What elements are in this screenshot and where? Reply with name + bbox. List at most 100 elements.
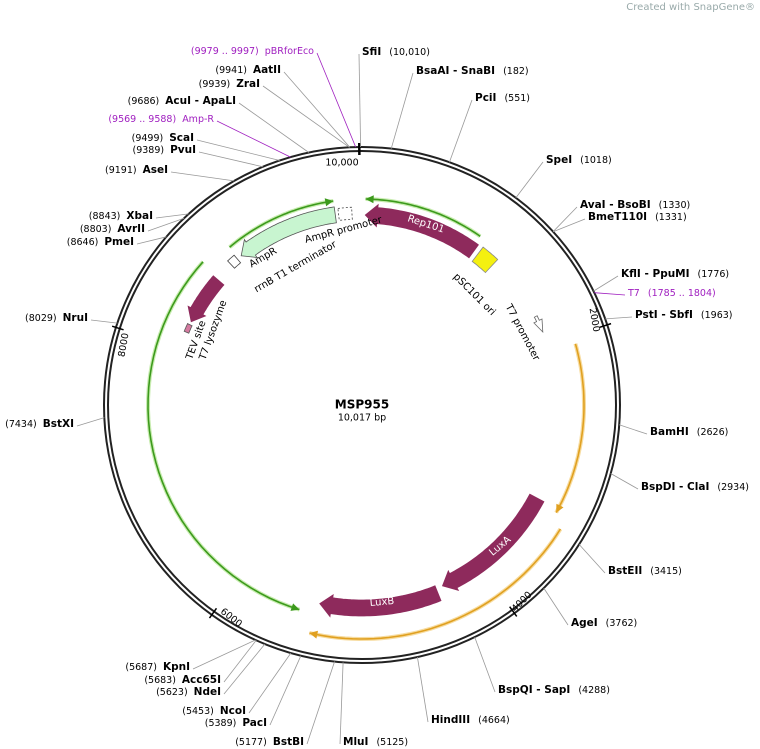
site-leader xyxy=(196,139,280,161)
site-label: (5177) BstBI xyxy=(235,736,304,748)
site-position: (5177) xyxy=(235,737,267,748)
site-position: (9389) xyxy=(132,145,164,156)
site-position: (2934) xyxy=(717,482,749,493)
site-position: (1330) xyxy=(659,200,691,211)
site-leader xyxy=(449,99,473,163)
site-name: Amp-R xyxy=(182,114,214,125)
site-name: SfiI xyxy=(362,46,381,58)
site-leader xyxy=(552,218,586,233)
site-leader xyxy=(198,151,263,168)
ruler-label: 2000 xyxy=(586,307,601,333)
site-position: (8843) xyxy=(89,211,121,222)
site-position: (7434) xyxy=(5,419,37,430)
site-name: BstXI xyxy=(43,418,74,430)
site-name: AgeI xyxy=(571,617,598,629)
site-leader xyxy=(90,319,118,324)
orange-arc xyxy=(309,528,562,640)
site-position: (5125) xyxy=(376,737,408,748)
site-name: HindIII xyxy=(431,714,470,726)
site-label: (5683) Acc65I xyxy=(144,674,221,686)
site-leader xyxy=(248,652,292,714)
site-leader xyxy=(192,639,256,670)
site-name: PciI xyxy=(475,92,496,104)
site-leader xyxy=(216,120,291,158)
site-name: PstI - SbfI xyxy=(635,309,693,321)
ampR-arrow xyxy=(240,206,337,258)
site-leader xyxy=(594,292,626,296)
site-name: T7 xyxy=(627,288,640,299)
site-leader xyxy=(170,171,235,182)
site-label: MluI (5125) xyxy=(343,736,408,748)
site-label: PstI - SbfI (1963) xyxy=(635,309,733,321)
site-position: (1963) xyxy=(701,310,733,321)
site-label: BsaAI - SnaBI (182) xyxy=(416,65,529,77)
site-name: BstEII xyxy=(608,565,642,577)
site-leader xyxy=(223,640,257,683)
site-label: (9979 .. 9997) pBRforEco xyxy=(191,46,314,57)
site-position: (5683) xyxy=(144,675,176,686)
ruler-label: 10,000 xyxy=(325,158,358,169)
luxB-arrow xyxy=(319,585,442,618)
site-leader xyxy=(358,53,361,148)
site-name: AvrII xyxy=(117,223,145,235)
site-position: (5623) xyxy=(156,687,188,698)
feature-label: LuxB xyxy=(369,596,395,609)
site-position: (4288) xyxy=(578,685,610,696)
site-name: BmeT110I xyxy=(588,211,647,223)
site-leader xyxy=(147,217,185,232)
site-label: (9499) ScaI xyxy=(132,132,194,144)
pSC101-ori xyxy=(471,246,499,274)
site-position: (4664) xyxy=(478,715,510,726)
site-label: (9191) AseI xyxy=(105,164,168,176)
site-name: KflI - PpuMI xyxy=(621,268,690,280)
site-leader xyxy=(417,656,429,723)
backbone-inner xyxy=(107,150,617,660)
site-leader xyxy=(593,275,619,292)
site-label: (9941) AatII xyxy=(215,64,281,76)
site-leader xyxy=(155,213,189,219)
site-leader xyxy=(578,544,606,574)
site-position: (9939) xyxy=(199,79,231,90)
site-position: (9191) xyxy=(105,165,137,176)
site-name: AcuI - ApaLI xyxy=(165,95,236,107)
site-label: (5453) NcoI xyxy=(182,705,246,717)
site-name: AatII xyxy=(253,64,281,76)
orange-arc-head xyxy=(309,630,318,639)
orange-arc-head xyxy=(556,503,564,513)
site-position: (551) xyxy=(504,93,530,104)
ruler-label: 8000 xyxy=(116,332,131,358)
ruler-tick xyxy=(111,325,124,331)
site-position: (9686) xyxy=(128,96,160,107)
site-label: (7434) BstXI xyxy=(5,418,74,430)
site-position: (5687) xyxy=(125,662,157,673)
site-position: (1331) xyxy=(655,212,687,223)
site-position: (5389) xyxy=(205,718,237,729)
site-position: (8029) xyxy=(25,313,57,324)
backbone-outer xyxy=(103,146,621,664)
site-leader xyxy=(610,473,639,490)
site-position: (8803) xyxy=(80,224,112,235)
site-label: SpeI (1018) xyxy=(546,154,612,166)
site-position: (8646) xyxy=(67,237,99,248)
site-leader xyxy=(223,643,266,695)
site-leader xyxy=(605,316,633,320)
site-position: (5453) xyxy=(182,706,214,717)
site-name: XbaI xyxy=(126,210,153,222)
site-leader xyxy=(262,85,350,148)
header: Created with SnapGene® xyxy=(626,2,755,13)
ampR-promoter xyxy=(337,206,353,221)
site-position: (3415) xyxy=(650,566,682,577)
site-label: (8843) XbaI xyxy=(89,210,153,222)
site-position: (1018) xyxy=(580,155,612,166)
site-name: ZraI xyxy=(236,78,260,90)
green-arc xyxy=(147,261,300,611)
site-name: NcoI xyxy=(220,705,246,717)
site-label: KflI - PpuMI (1776) xyxy=(621,268,729,280)
site-position: (1776) xyxy=(698,269,730,280)
site-label: (5687) KpnI xyxy=(125,661,190,673)
site-leader xyxy=(552,206,578,232)
ruler-label: 4000 xyxy=(510,590,535,615)
site-label: (8646) PmeI xyxy=(67,236,134,248)
site-leader xyxy=(76,417,105,427)
site-name: PacI xyxy=(242,717,267,729)
